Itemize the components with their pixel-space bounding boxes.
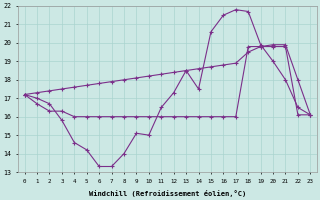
X-axis label: Windchill (Refroidissement éolien,°C): Windchill (Refroidissement éolien,°C) xyxy=(89,190,246,197)
